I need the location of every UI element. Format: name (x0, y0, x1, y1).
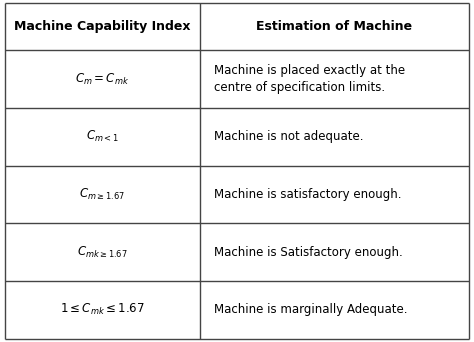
Text: $C_{mk \geq 1.67}$: $C_{mk \geq 1.67}$ (77, 245, 128, 260)
Text: $C_{m \geq 1.67}$: $C_{m \geq 1.67}$ (79, 187, 125, 202)
Text: Estimation of Machine: Estimation of Machine (256, 21, 412, 34)
Text: Machine is not adequate.: Machine is not adequate. (214, 130, 363, 143)
Text: Machine is marginally Adequate.: Machine is marginally Adequate. (214, 303, 407, 316)
Text: Machine Capability Index: Machine Capability Index (14, 21, 191, 34)
Text: $1 \leq C_{mk} \leq 1.67$: $1 \leq C_{mk} \leq 1.67$ (60, 302, 145, 317)
Text: Machine is satisfactory enough.: Machine is satisfactory enough. (214, 188, 401, 201)
Text: Machine is placed exactly at the
centre of specification limits.: Machine is placed exactly at the centre … (214, 64, 405, 94)
Text: Machine is Satisfactory enough.: Machine is Satisfactory enough. (214, 246, 402, 259)
Text: $C_{m < 1}$: $C_{m < 1}$ (86, 129, 118, 144)
Text: $C_{m} = C_{mk}$: $C_{m} = C_{mk}$ (75, 71, 129, 87)
